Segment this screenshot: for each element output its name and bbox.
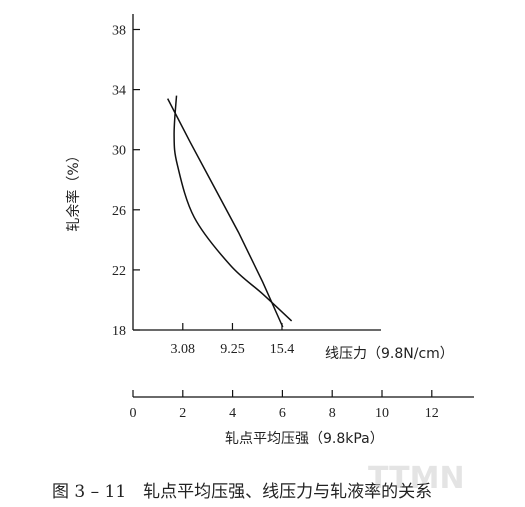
y-tick-label: 30 [112,144,126,159]
plot-series [166,95,293,328]
x-axis-lower: 0 2 4 6 8 10 12 轧点平均压强（9.8kPa） [130,390,474,447]
x-lower-tick-label: 2 [179,406,186,421]
y-tick-label: 34 [112,84,126,99]
x-upper-tick-label: 3.08 [171,342,196,357]
series-line-curved [173,95,293,322]
figure-caption: 图 3 – 11 轧点平均压强、线压力与轧液率的关系 [52,482,432,502]
x-upper-tick-label: 9.25 [220,342,245,357]
x-lower-tick-label: 6 [279,406,286,421]
y-tick-label: 38 [112,24,126,39]
x-axis-lower-ticks: 0 2 4 6 8 10 12 [130,390,439,421]
y-tick-label: 22 [112,264,126,279]
x-lower-tick-label: 8 [329,406,336,421]
y-axis-ticks: 18 22 26 30 34 38 [112,24,140,339]
watermark-logo: TTMN [368,461,465,496]
x-lower-tick-label: 10 [375,406,389,421]
y-axis: 18 22 26 30 34 38 轧余率（%） [65,14,140,339]
x-axis-lower-title: 轧点平均压强（9.8kPa） [225,431,384,447]
x-axis-upper-ticks: 3.08 9.25 15.4 [171,323,295,357]
x-axis-upper: 3.08 9.25 15.4 线压力（9.8N/cm） [133,323,454,362]
series-line-straight [166,98,284,328]
x-lower-tick-label: 12 [425,406,439,421]
x-lower-tick-label: 4 [229,406,236,421]
y-axis-title: 轧余率（%） [65,148,82,231]
y-tick-label: 26 [112,204,126,219]
x-upper-tick-label: 15.4 [270,342,295,357]
x-lower-tick-label: 0 [130,406,137,421]
y-tick-label: 18 [112,324,126,339]
x-axis-upper-title: 线压力（9.8N/cm） [325,346,454,362]
